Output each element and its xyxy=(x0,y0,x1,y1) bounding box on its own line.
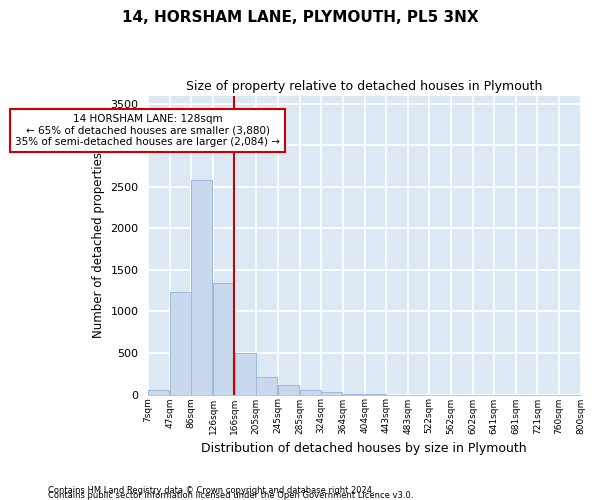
Bar xyxy=(191,180,212,394)
Title: Size of property relative to detached houses in Plymouth: Size of property relative to detached ho… xyxy=(186,80,542,93)
Bar xyxy=(321,392,342,394)
Bar xyxy=(256,377,277,394)
Bar xyxy=(213,283,234,395)
Bar xyxy=(299,390,321,394)
Text: Contains HM Land Registry data © Crown copyright and database right 2024.: Contains HM Land Registry data © Crown c… xyxy=(48,486,374,495)
Bar xyxy=(148,390,169,394)
Bar xyxy=(235,353,256,395)
X-axis label: Distribution of detached houses by size in Plymouth: Distribution of detached houses by size … xyxy=(202,442,527,455)
Bar xyxy=(278,386,299,394)
Text: 14 HORSHAM LANE: 128sqm
← 65% of detached houses are smaller (3,880)
35% of semi: 14 HORSHAM LANE: 128sqm ← 65% of detache… xyxy=(15,114,280,147)
Y-axis label: Number of detached properties: Number of detached properties xyxy=(92,152,104,338)
Text: 14, HORSHAM LANE, PLYMOUTH, PL5 3NX: 14, HORSHAM LANE, PLYMOUTH, PL5 3NX xyxy=(122,10,478,25)
Bar xyxy=(170,292,191,394)
Text: Contains public sector information licensed under the Open Government Licence v3: Contains public sector information licen… xyxy=(48,491,413,500)
